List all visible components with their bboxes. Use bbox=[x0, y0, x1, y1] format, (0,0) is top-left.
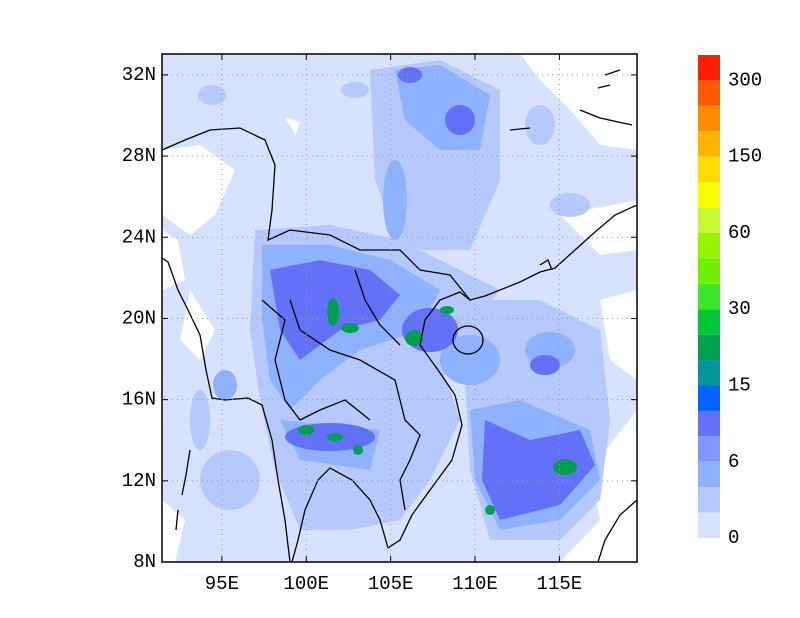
x-tick-label: 105E bbox=[368, 573, 414, 595]
colorbar-box bbox=[698, 410, 720, 437]
colorbar-label: 15 bbox=[728, 374, 751, 396]
precip-field bbox=[162, 54, 637, 562]
colorbar-label: 30 bbox=[728, 298, 751, 320]
colorbar-box bbox=[698, 512, 720, 538]
colorbar-label: 0 bbox=[728, 527, 739, 549]
colorbar-label: 300 bbox=[728, 69, 762, 91]
colorbar-label: 6 bbox=[728, 451, 739, 473]
y-tick-label: 24N bbox=[122, 226, 156, 248]
colorbar-box bbox=[698, 309, 720, 335]
map-frame bbox=[161, 53, 638, 563]
y-tick-label: 8N bbox=[133, 551, 156, 573]
y-tick-label: 20N bbox=[122, 307, 156, 329]
x-tick-label: 110E bbox=[452, 573, 498, 595]
colorbar-box bbox=[698, 258, 720, 284]
colorbar-box bbox=[698, 131, 720, 157]
colorbar-box bbox=[698, 182, 720, 208]
colorbar-box bbox=[698, 487, 720, 513]
colorbar-label: 150 bbox=[728, 146, 762, 168]
x-tick-label: 115E bbox=[537, 573, 583, 595]
colorbar-box bbox=[698, 334, 720, 361]
colorbar-label: 60 bbox=[728, 222, 751, 244]
colorbar-box bbox=[698, 156, 720, 183]
colorbar-box bbox=[698, 55, 720, 81]
colorbar-box bbox=[698, 283, 720, 310]
y-tick-label: 28N bbox=[122, 145, 156, 167]
x-tick-label: 95E bbox=[205, 573, 239, 595]
colorbar-box bbox=[698, 207, 720, 233]
x-tick-label: 100E bbox=[283, 573, 329, 595]
colorbar-box bbox=[698, 80, 720, 106]
level-4 bbox=[298, 298, 577, 515]
y-tick-label: 12N bbox=[122, 470, 156, 492]
colorbar-box bbox=[698, 461, 720, 488]
colorbar-box bbox=[698, 360, 720, 386]
colorbar-box bbox=[698, 436, 720, 462]
coastlines bbox=[162, 69, 637, 562]
colorbar-box bbox=[698, 385, 720, 411]
colorbar: 0 6 15 30 60 150 300 bbox=[698, 55, 762, 549]
y-tick-label: 16N bbox=[122, 389, 156, 411]
y-tick-label: 32N bbox=[122, 64, 156, 86]
colorbar-box bbox=[698, 105, 720, 132]
colorbar-box bbox=[698, 232, 720, 259]
